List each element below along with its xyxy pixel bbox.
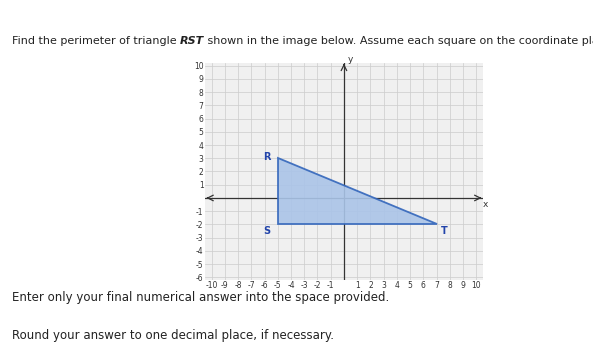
Text: x: x bbox=[483, 200, 488, 209]
Text: RST: RST bbox=[180, 36, 204, 46]
Text: y: y bbox=[347, 55, 353, 64]
Polygon shape bbox=[278, 158, 436, 224]
Text: R: R bbox=[263, 152, 271, 162]
Text: Enter only your final numerical answer into the space provided.: Enter only your final numerical answer i… bbox=[12, 291, 389, 304]
Text: S: S bbox=[264, 226, 271, 236]
Text: Find the perimeter of triangle: Find the perimeter of triangle bbox=[12, 36, 180, 46]
Text: T: T bbox=[441, 226, 448, 236]
Text: Round your answer to one decimal place, if necessary.: Round your answer to one decimal place, … bbox=[12, 329, 334, 343]
Text: shown in the image below. Assume each square on the coordinate plane represents : shown in the image below. Assume each sq… bbox=[204, 36, 593, 46]
